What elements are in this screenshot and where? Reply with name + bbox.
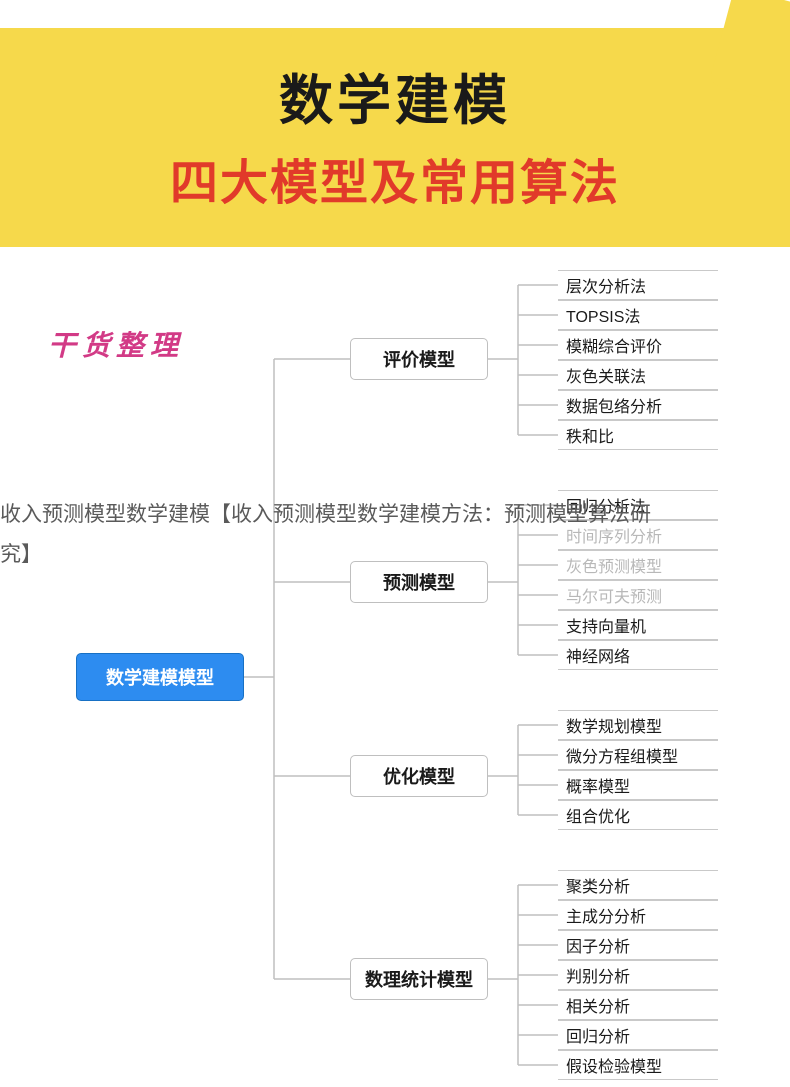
leaf-node: 数学规划模型	[558, 710, 718, 740]
header-banner: 数学建模 四大模型及常用算法	[0, 28, 790, 247]
leaf-node: 聚类分析	[558, 870, 718, 900]
subtitle: 四大模型及常用算法	[0, 143, 790, 213]
leaf-node: 层次分析法	[558, 270, 718, 300]
mindmap-diagram: 数学建模模型 评价模型 层次分析法TOPSIS法模糊综合评价灰色关联法数据包络分析…	[0, 258, 790, 1087]
leaf-node: 数据包络分析	[558, 390, 718, 420]
leaf-node: 灰色关联法	[558, 360, 718, 390]
leaf-node: 神经网络	[558, 640, 718, 670]
main-title: 数学建模	[0, 56, 790, 135]
leaf-node: 判别分析	[558, 960, 718, 990]
leaf-node: TOPSIS法	[558, 300, 718, 330]
category-node: 优化模型	[350, 755, 488, 797]
category-node: 数理统计模型	[350, 958, 488, 1000]
leaf-node: 秩和比	[558, 420, 718, 450]
leaf-node: 因子分析	[558, 930, 718, 960]
leaf-node: 微分方程组模型	[558, 740, 718, 770]
leaf-node: 相关分析	[558, 990, 718, 1020]
leaf-node: 模糊综合评价	[558, 330, 718, 360]
leaf-node: 主成分分析	[558, 900, 718, 930]
leaf-node: 组合优化	[558, 800, 718, 830]
leaf-node: 支持向量机	[558, 610, 718, 640]
category-node: 评价模型	[350, 338, 488, 380]
leaf-node: 马尔可夫预测	[558, 580, 718, 610]
leaf-node: 概率模型	[558, 770, 718, 800]
overlay-caption: 收入预测模型数学建模【收入预测模型数学建模方法：预测模型算法研 究】	[0, 495, 770, 575]
overlay-line1: 收入预测模型数学建模【收入预测模型数学建模方法：预测模型算法研	[0, 503, 651, 526]
root-node: 数学建模模型	[76, 653, 244, 701]
leaf-node: 假设检验模型	[558, 1050, 718, 1080]
leaf-node: 回归分析	[558, 1020, 718, 1050]
overlay-line2: 究】	[0, 543, 42, 566]
